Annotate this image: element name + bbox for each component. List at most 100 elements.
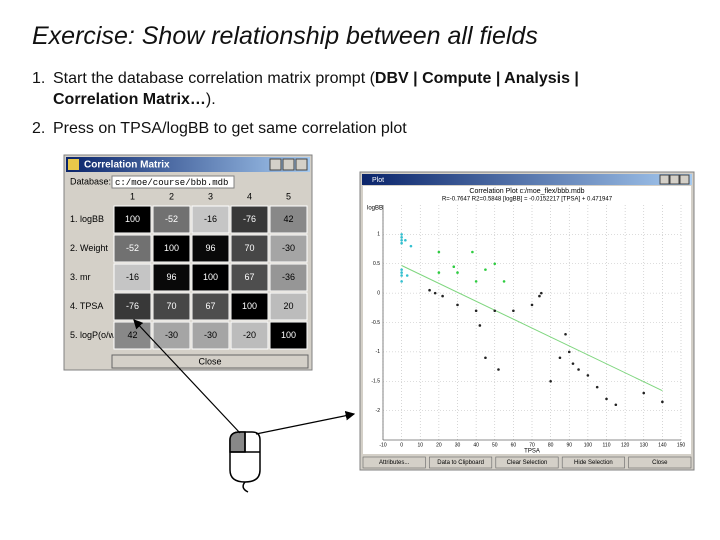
matrix-cell[interactable] (269, 321, 308, 350)
cell-value: 100 (164, 243, 179, 253)
point[interactable] (642, 391, 646, 395)
minimize-button[interactable] (659, 174, 670, 185)
plot-button[interactable] (495, 456, 559, 469)
close-button[interactable] (111, 354, 309, 369)
matrix-cell[interactable] (191, 321, 230, 350)
point[interactable] (497, 368, 500, 371)
point[interactable] (400, 236, 403, 239)
point[interactable] (400, 274, 403, 277)
point[interactable] (404, 238, 407, 242)
matrix-cell[interactable] (152, 263, 191, 292)
point[interactable] (538, 294, 541, 298)
point[interactable] (437, 271, 441, 274)
matrix-cell[interactable] (152, 234, 191, 263)
row-label: 3. mr (70, 272, 91, 282)
point[interactable] (493, 262, 497, 266)
point[interactable] (452, 265, 456, 268)
plot-button[interactable] (362, 456, 426, 469)
point[interactable] (540, 291, 543, 295)
point[interactable] (441, 294, 444, 298)
point[interactable] (577, 368, 580, 371)
cell-value: -52 (165, 214, 178, 224)
point[interactable] (456, 271, 459, 274)
close-window-button[interactable] (295, 158, 308, 171)
cell-value: 70 (166, 301, 176, 311)
x-axis-label: TPSA (524, 449, 540, 455)
point[interactable] (400, 238, 403, 242)
point[interactable] (502, 280, 506, 283)
matrix-cell[interactable] (113, 292, 152, 321)
matrix-cell[interactable] (230, 205, 269, 234)
point[interactable] (614, 403, 618, 407)
matrix-cell[interactable] (113, 263, 152, 292)
point[interactable] (478, 324, 482, 327)
plot-button[interactable] (628, 456, 692, 469)
point[interactable] (571, 362, 575, 365)
matrix-cell[interactable] (191, 205, 230, 234)
matrix-cell[interactable] (113, 321, 152, 350)
point[interactable] (564, 332, 567, 336)
point[interactable] (437, 250, 441, 254)
matrix-cell[interactable] (230, 234, 269, 263)
matrix-cell[interactable] (230, 321, 269, 350)
button-label: Hide Selection (574, 460, 613, 466)
point[interactable] (493, 309, 497, 313)
point[interactable] (586, 374, 590, 377)
close-window-button[interactable] (679, 174, 690, 185)
cell-value: -76 (126, 301, 139, 311)
point[interactable] (567, 350, 571, 354)
cell-value: -52 (126, 243, 139, 253)
matrix-cell[interactable] (152, 292, 191, 321)
minimize-button[interactable] (269, 158, 282, 171)
matrix-cell[interactable] (191, 292, 230, 321)
point[interactable] (400, 268, 403, 271)
point[interactable] (558, 356, 562, 360)
cell-value: -20 (243, 330, 256, 340)
matrix-cell[interactable] (113, 234, 152, 263)
maximize-button[interactable] (282, 158, 295, 171)
point[interactable] (484, 268, 487, 271)
plot-button[interactable] (429, 456, 493, 469)
point[interactable] (471, 250, 474, 254)
matrix-cell[interactable] (230, 263, 269, 292)
point[interactable] (474, 309, 478, 313)
point[interactable] (400, 271, 403, 274)
database-field[interactable] (111, 175, 235, 189)
point[interactable] (400, 233, 403, 236)
matrix-cell[interactable] (152, 205, 191, 234)
x-tick-label: 80 (548, 442, 554, 448)
point[interactable] (605, 397, 608, 401)
plot-button[interactable] (561, 456, 625, 469)
button-label: Close (652, 460, 668, 466)
matrix-cell[interactable] (269, 205, 308, 234)
point[interactable] (549, 379, 552, 383)
matrix-cell[interactable] (269, 263, 308, 292)
matrix-cell[interactable] (191, 234, 230, 263)
point[interactable] (474, 280, 478, 283)
point[interactable] (409, 244, 413, 248)
row-label: 1. logBB (70, 214, 104, 224)
matrix-cell[interactable] (230, 292, 269, 321)
matrix-cell[interactable] (113, 205, 152, 234)
cell-value: 100 (281, 330, 296, 340)
cell-value: 70 (244, 243, 254, 253)
point[interactable] (428, 288, 431, 292)
point[interactable] (433, 291, 437, 295)
point[interactable] (456, 303, 459, 307)
point[interactable] (512, 309, 515, 313)
point[interactable] (400, 241, 403, 245)
cell-value: -36 (282, 272, 295, 282)
point[interactable] (400, 280, 403, 283)
matrix-cell[interactable] (152, 321, 191, 350)
point[interactable] (530, 303, 534, 307)
matrix-cell[interactable] (191, 263, 230, 292)
plot: -10 0 10 20 30 40 50 60 70 80 90 100 110 120 130 140 150… (362, 205, 692, 469)
point[interactable] (405, 274, 409, 277)
matrix-cell[interactable] (269, 234, 308, 263)
point[interactable] (484, 356, 487, 360)
y-axis-label: logBB (367, 206, 383, 212)
point[interactable] (595, 385, 599, 389)
point[interactable] (661, 400, 664, 404)
matrix-cell[interactable] (269, 292, 308, 321)
maximize-button[interactable] (669, 174, 680, 185)
